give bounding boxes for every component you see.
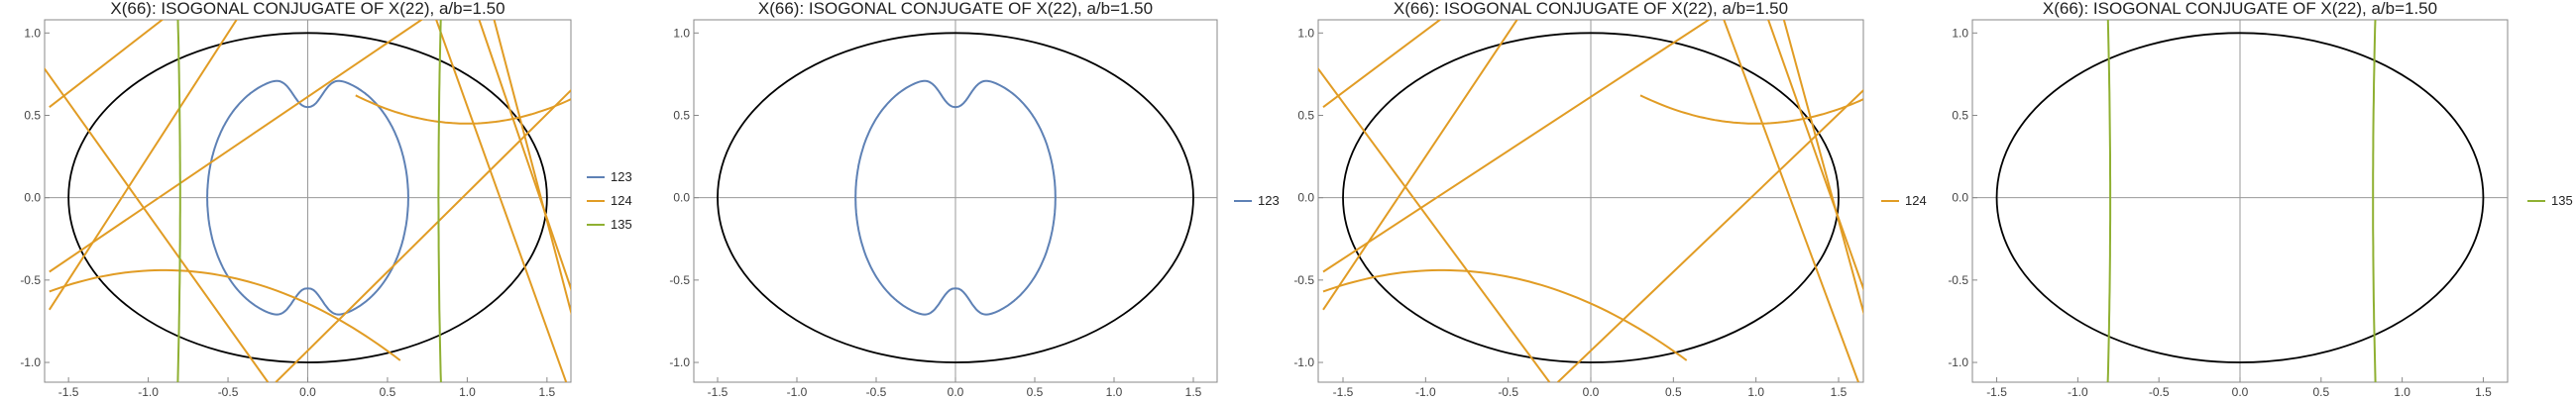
series-124-curve xyxy=(1782,20,1863,316)
y-tick-label: 0.0 xyxy=(1297,191,1314,205)
x-tick-label: -0.5 xyxy=(866,385,887,399)
x-tick-label: -1.5 xyxy=(708,385,728,399)
y-tick-label: 0.5 xyxy=(673,108,690,122)
x-tick-label: 1.0 xyxy=(1747,385,1764,399)
y-tick-label: -1.0 xyxy=(1293,355,1314,369)
legend-label: 123 xyxy=(611,169,632,184)
series-124-curve xyxy=(1723,20,1859,382)
series-124-curve xyxy=(275,88,571,382)
x-tick-label: 0.5 xyxy=(1027,385,1044,399)
y-tick-label: 0.5 xyxy=(24,108,41,122)
x-tick-label: 1.5 xyxy=(539,385,556,399)
series-135-curve xyxy=(176,20,181,382)
chart-title: X(66): ISOGONAL CONJUGATE OF X(22), a/b=… xyxy=(758,0,1153,18)
x-tick-label: 0.0 xyxy=(1583,385,1600,399)
series-124-curve xyxy=(1767,20,1863,292)
y-tick-label: -0.5 xyxy=(1948,273,1968,287)
x-tick-label: 1.5 xyxy=(1831,385,1848,399)
x-tick-label: -1.0 xyxy=(138,385,159,399)
series-124-curve xyxy=(1322,268,1688,361)
y-tick-label: 1.0 xyxy=(673,26,690,40)
chart-title: X(66): ISOGONAL CONJUGATE OF X(22), a/b=… xyxy=(1394,0,1788,18)
y-tick-label: 0.0 xyxy=(673,191,690,205)
series-124-curve xyxy=(1322,20,1711,273)
x-tick-label: -1.0 xyxy=(787,385,808,399)
y-tick-label: -1.0 xyxy=(20,355,41,369)
y-tick-label: 0.0 xyxy=(1952,191,1968,205)
legend-label: 123 xyxy=(1258,193,1280,208)
series-124-curve xyxy=(1322,20,1518,311)
series-124-curve xyxy=(1639,94,1863,125)
series-124-curve xyxy=(435,20,568,382)
x-tick-label: -1.0 xyxy=(1415,385,1436,399)
series-124-curve xyxy=(49,20,424,273)
y-tick-label: 1.0 xyxy=(1952,26,1968,40)
x-tick-label: -1.0 xyxy=(2068,385,2088,399)
y-tick-label: -0.5 xyxy=(1293,273,1314,287)
x-tick-label: 1.0 xyxy=(1106,385,1123,399)
x-tick-label: 1.5 xyxy=(1185,385,1202,399)
series-124-curve xyxy=(1322,20,1442,109)
series-124-curve xyxy=(45,66,270,382)
series-123-curve xyxy=(854,79,1057,316)
chart-panel-4: X(66): ISOGONAL CONJUGATE OF X(22), a/b=… xyxy=(1948,0,2572,399)
y-tick-label: -1.0 xyxy=(1948,355,1968,369)
x-tick-label: -1.5 xyxy=(1986,385,2007,399)
legend-label: 135 xyxy=(2551,193,2573,208)
chart-panel-1: X(66): ISOGONAL CONJUGATE OF X(22), a/b=… xyxy=(20,0,631,399)
chart-panel-2: X(66): ISOGONAL CONJUGATE OF X(22), a/b=… xyxy=(669,0,1279,399)
series-124-curve xyxy=(48,20,238,311)
x-tick-label: 0.0 xyxy=(299,385,316,399)
chart-title: X(66): ISOGONAL CONJUGATE OF X(22), a/b=… xyxy=(2043,0,2437,18)
x-tick-label: 1.0 xyxy=(2394,385,2410,399)
y-tick-label: 0.5 xyxy=(1297,108,1314,122)
legend-label: 124 xyxy=(1905,193,1927,208)
series-124-curve xyxy=(493,20,571,316)
x-tick-label: 0.5 xyxy=(2312,385,2329,399)
x-tick-label: 0.0 xyxy=(948,385,964,399)
x-tick-label: -1.5 xyxy=(1333,385,1354,399)
x-tick-label: 1.5 xyxy=(2475,385,2492,399)
y-tick-label: 0.5 xyxy=(1952,108,1968,122)
y-tick-label: -0.5 xyxy=(669,273,690,287)
x-tick-label: 0.5 xyxy=(1665,385,1682,399)
series-124-curve xyxy=(478,20,571,292)
series-124-curve xyxy=(49,268,401,361)
series-124-curve xyxy=(355,94,571,125)
x-tick-label: -0.5 xyxy=(1498,385,1518,399)
y-tick-label: -1.0 xyxy=(669,355,690,369)
reference-ellipse xyxy=(717,32,1194,363)
legend-label: 135 xyxy=(611,217,632,232)
reference-ellipse xyxy=(1995,32,2485,363)
x-tick-label: 0.5 xyxy=(380,385,396,399)
series-123-curve xyxy=(206,79,409,316)
chart-panel-3: X(66): ISOGONAL CONJUGATE OF X(22), a/b=… xyxy=(1293,0,1926,399)
chart-title: X(66): ISOGONAL CONJUGATE OF X(22), a/b=… xyxy=(110,0,504,18)
legend-label: 124 xyxy=(611,193,632,208)
y-tick-label: 1.0 xyxy=(1297,26,1314,40)
y-tick-label: 0.0 xyxy=(24,191,41,205)
series-135-curve xyxy=(2372,20,2377,382)
x-tick-label: -0.5 xyxy=(218,385,239,399)
reference-ellipse xyxy=(1342,32,1840,363)
reference-ellipse xyxy=(67,32,548,363)
series-135-curve xyxy=(2106,20,2112,382)
x-tick-label: 0.0 xyxy=(2232,385,2249,399)
y-tick-label: 1.0 xyxy=(24,26,41,40)
series-124-curve xyxy=(49,20,165,108)
x-tick-label: -0.5 xyxy=(2149,385,2170,399)
series-124-curve xyxy=(1318,66,1551,382)
series-135-curve xyxy=(437,20,442,382)
series-124-curve xyxy=(1557,88,1863,382)
y-tick-label: -0.5 xyxy=(20,273,41,287)
x-tick-label: 1.0 xyxy=(459,385,476,399)
x-tick-label: -1.5 xyxy=(58,385,79,399)
